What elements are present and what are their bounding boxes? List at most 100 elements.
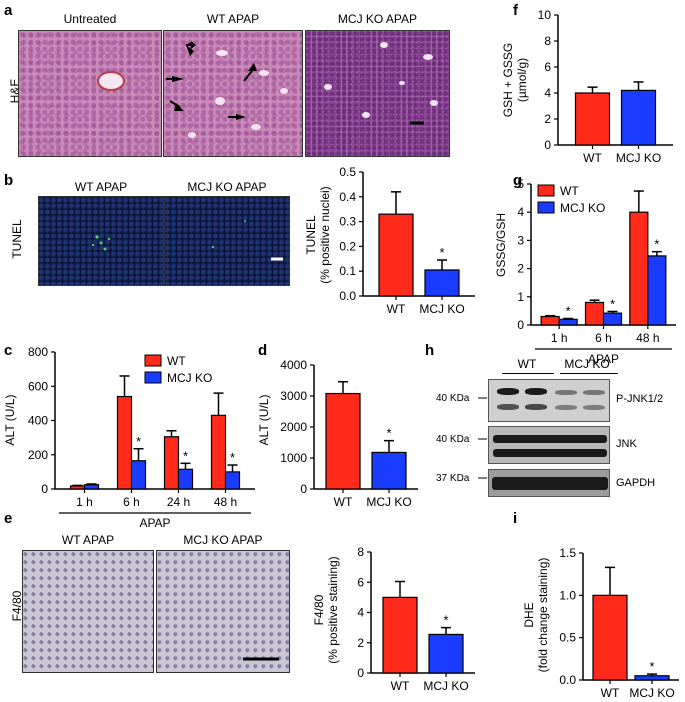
y-tick-label: 0.0	[559, 673, 576, 687]
y-tick-label: 0.2	[339, 239, 356, 253]
significance-mark: *	[443, 613, 448, 628]
significance-mark: *	[230, 450, 235, 465]
f480-title-wt-apap: WT APAP	[61, 533, 115, 547]
band	[583, 390, 605, 395]
significance-mark: *	[654, 237, 659, 252]
x-tick-label: 1 h	[551, 331, 568, 345]
panel-letter-c: c	[4, 342, 13, 359]
y-tick-label: 0.5	[339, 165, 356, 179]
blot-strip-p-jnk	[488, 379, 610, 422]
y-axis-label: TUNEL	[304, 215, 318, 255]
band-label-gapdh: GAPDH	[616, 477, 656, 489]
y-tick-label: 2	[544, 112, 551, 126]
significance-mark: *	[610, 296, 615, 311]
f480-image-wt-apap	[22, 550, 154, 673]
bar	[177, 468, 194, 490]
y-tick-label: 0.1	[339, 264, 356, 278]
y-tick-label: 600	[28, 379, 48, 393]
y-tick-label: 3	[517, 233, 524, 247]
x-tick-label: MCJ KO	[616, 151, 661, 165]
tunel-scale-bar-group	[211, 220, 283, 261]
x-tick-label: WT	[391, 679, 410, 693]
x-tick-label: MCJ KO	[423, 679, 468, 693]
y-axis-label: ALT (U/L)	[257, 395, 271, 446]
panel-letter-e: e	[4, 510, 13, 527]
band	[493, 449, 607, 457]
bar	[116, 395, 133, 490]
band	[525, 388, 547, 395]
x-tick-label: WT	[387, 302, 406, 316]
significance-mark: *	[183, 448, 188, 463]
y-tick-label: 0	[41, 482, 48, 496]
legend-label: WT	[167, 354, 186, 368]
x-tick-label: 24 h	[167, 495, 190, 509]
image-title-mcj-ko-apap: MCJ KO APAP	[337, 12, 418, 26]
x-tick-label: WT	[583, 151, 602, 165]
band	[497, 404, 519, 410]
tunel-image-wt-apap	[38, 196, 164, 286]
band	[583, 405, 605, 410]
arrow-icon-group	[166, 41, 288, 138]
y-axis-label: (fold change staining)	[536, 558, 550, 673]
bar	[540, 315, 560, 326]
bar	[224, 471, 241, 490]
x-tick-label: 1 h	[76, 495, 93, 509]
x-tick-label: 6 h	[595, 331, 612, 345]
he-image-untreated	[18, 30, 162, 157]
y-tick-label: 6	[544, 60, 551, 74]
significance-mark: *	[649, 659, 654, 674]
tunel-image-mcj-ko-apap	[164, 196, 290, 286]
x-tick-label: 48 h	[636, 331, 659, 345]
marker-ticks	[478, 397, 487, 479]
bar	[634, 675, 670, 681]
y-tick-label: 10	[538, 8, 552, 22]
bar	[428, 633, 464, 674]
vessel-shape	[97, 71, 125, 91]
band	[493, 435, 607, 443]
y-tick-label: 800	[28, 345, 48, 359]
y-tick-label: 200	[28, 448, 48, 462]
y-tick-label: 2	[517, 262, 524, 276]
image-title-untreated: Untreated	[63, 12, 117, 26]
panel-letter-f: f	[513, 2, 518, 19]
band	[525, 404, 547, 410]
bar	[130, 460, 147, 490]
image-title-wt-apap: WT APAP	[206, 12, 260, 26]
bar	[378, 213, 414, 297]
band	[555, 390, 577, 395]
bar	[592, 594, 628, 681]
f480-title-mcj-ko-apap: MCJ KO APAP	[183, 533, 263, 547]
y-tick-label: 0	[544, 138, 551, 152]
bar	[620, 89, 657, 146]
significance-mark: *	[566, 304, 571, 319]
y-tick-label: 400	[28, 414, 48, 428]
y-axis-label: (% positive nuclei)	[318, 186, 332, 283]
y-tick-label: 8	[357, 545, 364, 559]
y-axis-label: (µmol/g)	[515, 58, 529, 102]
bar	[584, 301, 605, 326]
bar	[210, 414, 227, 490]
western-blot-panel: WT MCJ KO P-JNK1/2 JNK GAPDH	[488, 349, 684, 529]
y-tick-label: 1.5	[559, 546, 576, 560]
x-tick-label: MCJ KO	[366, 495, 411, 509]
band	[497, 388, 519, 395]
band-label-jnk: JNK	[616, 438, 637, 450]
x-tick-label: MCJ KO	[629, 686, 674, 700]
band-label-p-jnk: P-JNK1/2	[616, 393, 664, 405]
bar	[325, 392, 361, 490]
legend-label: MCJ KO	[560, 201, 605, 215]
y-tick-label: 4000	[280, 358, 307, 372]
y-tick-label: 0	[300, 482, 307, 496]
y-tick-label: 0.5	[559, 631, 576, 645]
y-tick-label: 3000	[280, 389, 307, 403]
band	[492, 477, 608, 490]
y-tick-label: 2	[357, 636, 364, 650]
y-tick-label: 5	[517, 177, 524, 191]
tunel-title-mcj-ko-apap: MCJ KO APAP	[187, 180, 267, 194]
legend-label: WT	[560, 184, 579, 198]
blot-group-line-wt	[502, 373, 554, 374]
y-axis-label: GSSG/GSH	[494, 213, 508, 277]
significance-mark: *	[386, 426, 391, 441]
bar	[83, 484, 100, 490]
panel-letter-i: i	[513, 510, 518, 527]
